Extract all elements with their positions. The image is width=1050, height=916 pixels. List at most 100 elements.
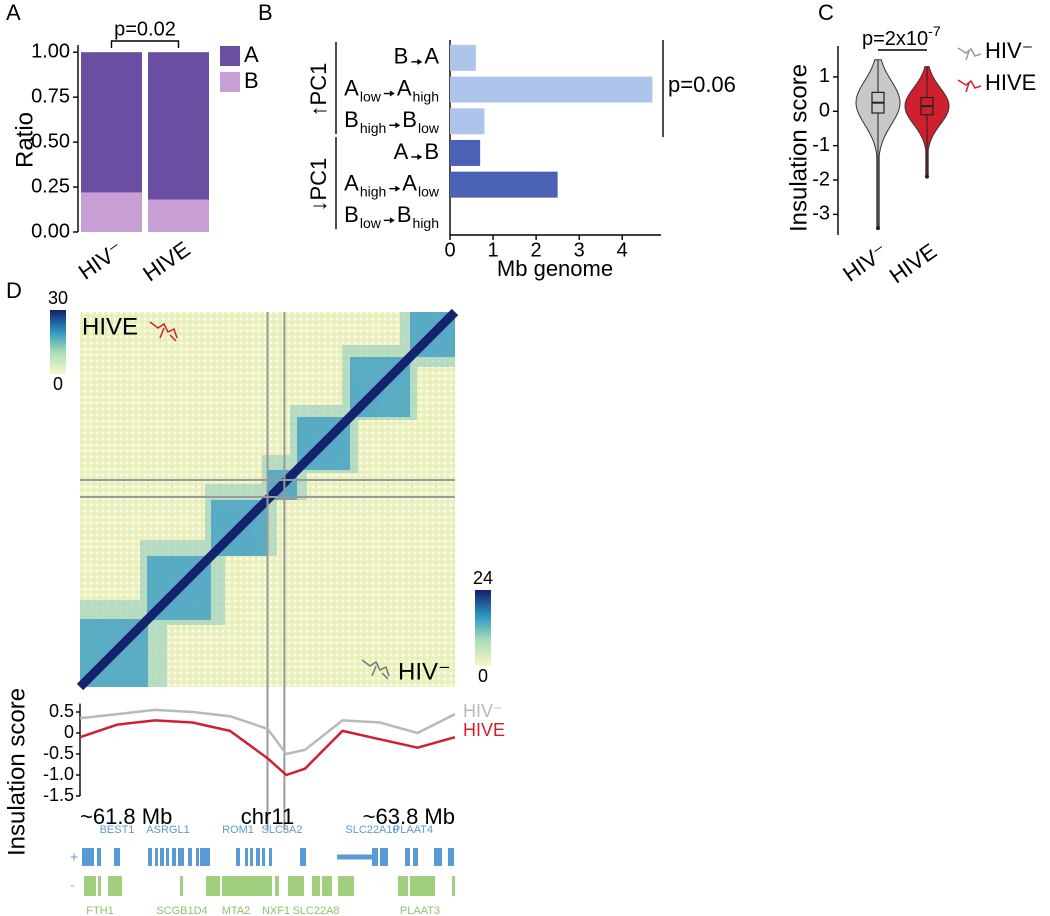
- heatmap-label: HIV⁻: [398, 658, 451, 685]
- colorbar: [50, 310, 66, 374]
- series-line: [79, 719, 456, 777]
- series-line: [79, 708, 456, 756]
- legend-label: HIVE: [985, 70, 1036, 95]
- arrow-head: [389, 90, 395, 97]
- y-tick-label: 0: [64, 722, 74, 742]
- panel-label: B: [258, 0, 273, 25]
- bar: [450, 139, 481, 166]
- gene-label: PLAAT4: [393, 824, 433, 836]
- arrow-head: [417, 153, 423, 160]
- arrow-head: [417, 58, 423, 65]
- x-tick-label: ~63.8 Mb: [363, 804, 455, 829]
- row-label-part: low: [418, 183, 440, 199]
- y-tick-label: -1: [812, 134, 830, 156]
- cell-icon: [149, 321, 178, 342]
- panel-label: C: [818, 0, 834, 25]
- y-tick-label: 0.75: [31, 85, 70, 107]
- gene-label: ASRGL1: [146, 824, 189, 836]
- outlier: [876, 226, 880, 231]
- x-axis-label: Mb genome: [497, 256, 613, 281]
- row-label-part: high: [360, 120, 386, 136]
- y-tick-label: -2: [812, 168, 830, 190]
- cell-icon: [361, 659, 390, 680]
- row-label-part: high: [413, 215, 439, 231]
- outlier: [925, 174, 929, 179]
- legend-icon: [957, 79, 982, 93]
- legend-label: A: [244, 42, 259, 67]
- colorbar-label: 0: [53, 374, 63, 394]
- row-label-part: high: [360, 183, 386, 199]
- legend-swatch: [220, 46, 240, 66]
- y-tick-label: -0.5: [43, 743, 74, 763]
- row-label-part: low: [360, 88, 382, 104]
- strand-label: -: [70, 877, 75, 893]
- x-tick-label: 0: [444, 239, 455, 261]
- x-tick-label: 1: [487, 239, 498, 261]
- x-tick-label: 2: [531, 239, 542, 261]
- arrow-head: [389, 217, 395, 224]
- bracket: [110, 40, 180, 48]
- y-axis-label: Insulation score: [3, 688, 30, 856]
- legend-label: HIVE: [463, 720, 505, 740]
- row-label-part: B: [344, 202, 359, 227]
- legend-icon: [957, 47, 982, 61]
- bar-segment: [81, 52, 142, 193]
- gene-label: FTH1: [86, 905, 114, 916]
- bar-segment: [81, 192, 142, 232]
- group-label: ↑PC1: [306, 63, 331, 117]
- gene-label: BEST1: [100, 824, 135, 836]
- x-tick-label: HIV⁻: [838, 238, 892, 286]
- row-label-part: B: [344, 107, 359, 132]
- y-tick-label: 1: [819, 65, 830, 87]
- gene-label: ROM1: [222, 824, 254, 836]
- row-label-part: A: [344, 75, 359, 100]
- row-label-part: B: [394, 44, 409, 69]
- annotation-part: p=2x10: [862, 28, 928, 50]
- gene-label: SLC3A2: [262, 824, 303, 836]
- x-tick-label: HIVE: [885, 238, 941, 288]
- x-tick-label: chr11: [241, 804, 294, 829]
- heatmap-label: HIVE: [82, 313, 138, 340]
- row-label-part: high: [413, 88, 439, 104]
- bar: [450, 108, 485, 135]
- x-tick-label: HIVE: [138, 236, 194, 286]
- row-label-part: A: [402, 170, 417, 195]
- gene-track-minus: [84, 876, 455, 896]
- heatmap: [50, 308, 491, 691]
- annotation-exponent: -7: [928, 23, 941, 39]
- row-label-part: A: [344, 170, 359, 195]
- legend-label: HIV⁻: [463, 701, 503, 721]
- y-tick-label: -1.5: [43, 785, 74, 805]
- arrow-head: [395, 185, 401, 192]
- annotation: p=2x10-7: [862, 23, 941, 51]
- y-tick-label: 0.50: [31, 130, 70, 152]
- row-label-part: low: [418, 120, 440, 136]
- gene-label: MTA2: [222, 905, 251, 916]
- bar: [450, 76, 653, 103]
- y-tick-label: 0.00: [31, 220, 70, 242]
- bar-segment: [148, 199, 209, 232]
- x-tick-label: 3: [574, 239, 585, 261]
- strand-label: +: [70, 849, 78, 865]
- gene-label: SLC22A10: [345, 824, 398, 836]
- y-axis-label: Insulation score: [785, 64, 812, 232]
- x-tick-label: ~61.8 Mb: [80, 804, 172, 829]
- colorbar-label: 30: [48, 288, 68, 308]
- x-tick-label: HIV⁻: [74, 236, 128, 284]
- row-label-part: A: [424, 44, 439, 69]
- x-tick-label: 4: [617, 239, 628, 261]
- row-label-part: A: [394, 139, 409, 164]
- bar-segment: [148, 52, 209, 200]
- colorbar: [475, 590, 491, 666]
- legend-label: B: [244, 68, 259, 93]
- legend-swatch: [220, 72, 240, 92]
- colorbar-label: 0: [478, 666, 488, 686]
- colorbar-label: 24: [473, 568, 493, 588]
- row-label-part: B: [397, 202, 412, 227]
- y-tick-label: -3: [812, 203, 830, 225]
- bar: [450, 171, 558, 198]
- arrow-head: [395, 122, 401, 129]
- panel-label: D: [6, 278, 22, 303]
- row-label-part: A: [397, 75, 412, 100]
